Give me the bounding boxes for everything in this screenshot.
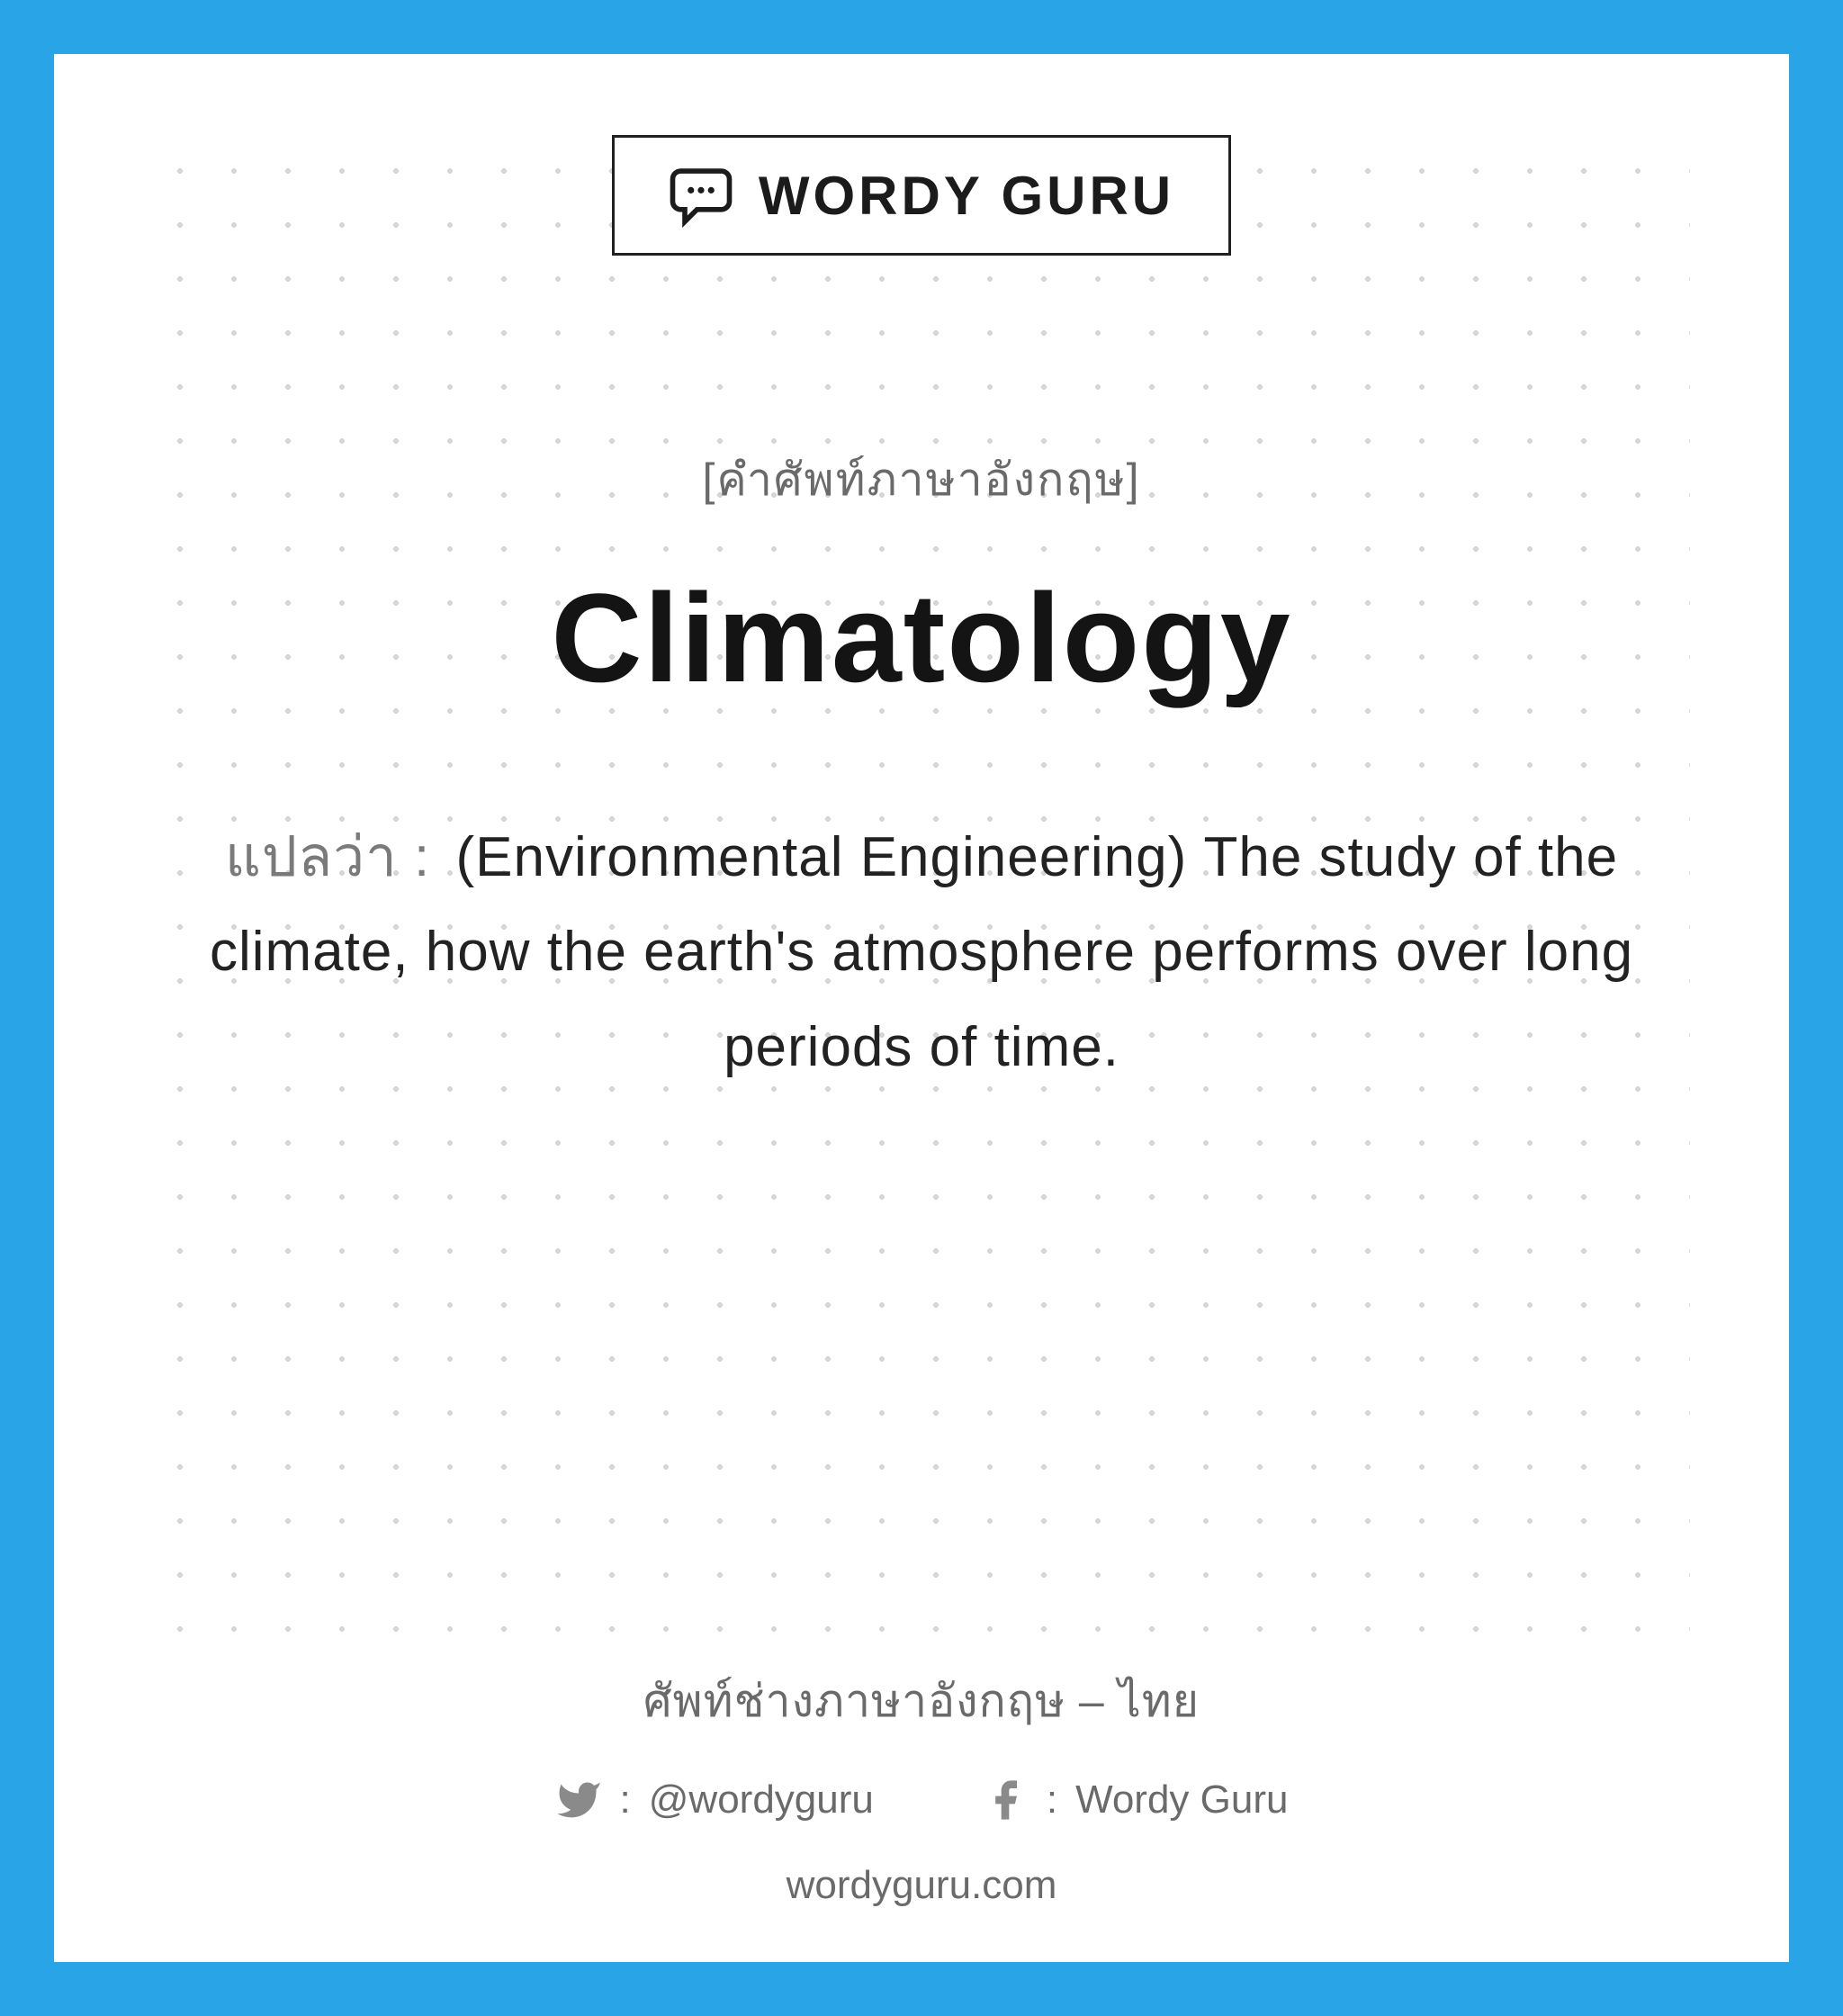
social-row: : @wordyguru : Wordy Guru: [555, 1777, 1289, 1823]
speech-bubble-icon: [669, 163, 733, 228]
footer: ศัพท์ช่างภาษาอังกฤษ – ไทย : @wordyguru :…: [54, 1666, 1789, 1908]
logo-text: WORDY GURU: [759, 165, 1174, 227]
footer-title: ศัพท์ช่างภาษาอังกฤษ – ไทย: [643, 1666, 1200, 1737]
category-label: [คำศัพท์ภาษาอังกฤษ]: [703, 445, 1141, 516]
facebook-colon: :: [1047, 1778, 1057, 1822]
logo-box: WORDY GURU: [612, 135, 1231, 256]
facebook-icon: [982, 1777, 1029, 1823]
twitter-handle: @wordyguru: [649, 1778, 874, 1822]
facebook-link[interactable]: : Wordy Guru: [982, 1777, 1289, 1823]
twitter-colon: :: [620, 1778, 631, 1822]
card-frame: WORDY GURU [คำศัพท์ภาษาอังกฤษ] Climatolo…: [54, 54, 1789, 1962]
facebook-handle: Wordy Guru: [1075, 1778, 1288, 1822]
content-stack: WORDY GURU [คำศัพท์ภาษาอังกฤษ] Climatolo…: [117, 108, 1726, 1094]
word-title: Climatology: [551, 565, 1291, 711]
twitter-link[interactable]: : @wordyguru: [555, 1777, 874, 1823]
definition-block: แปลว่า : (Environmental Engineering) The…: [157, 810, 1686, 1094]
definition-label: แปลว่า :: [225, 826, 430, 888]
twitter-icon: [555, 1777, 602, 1823]
site-url: wordyguru.com: [787, 1863, 1057, 1908]
